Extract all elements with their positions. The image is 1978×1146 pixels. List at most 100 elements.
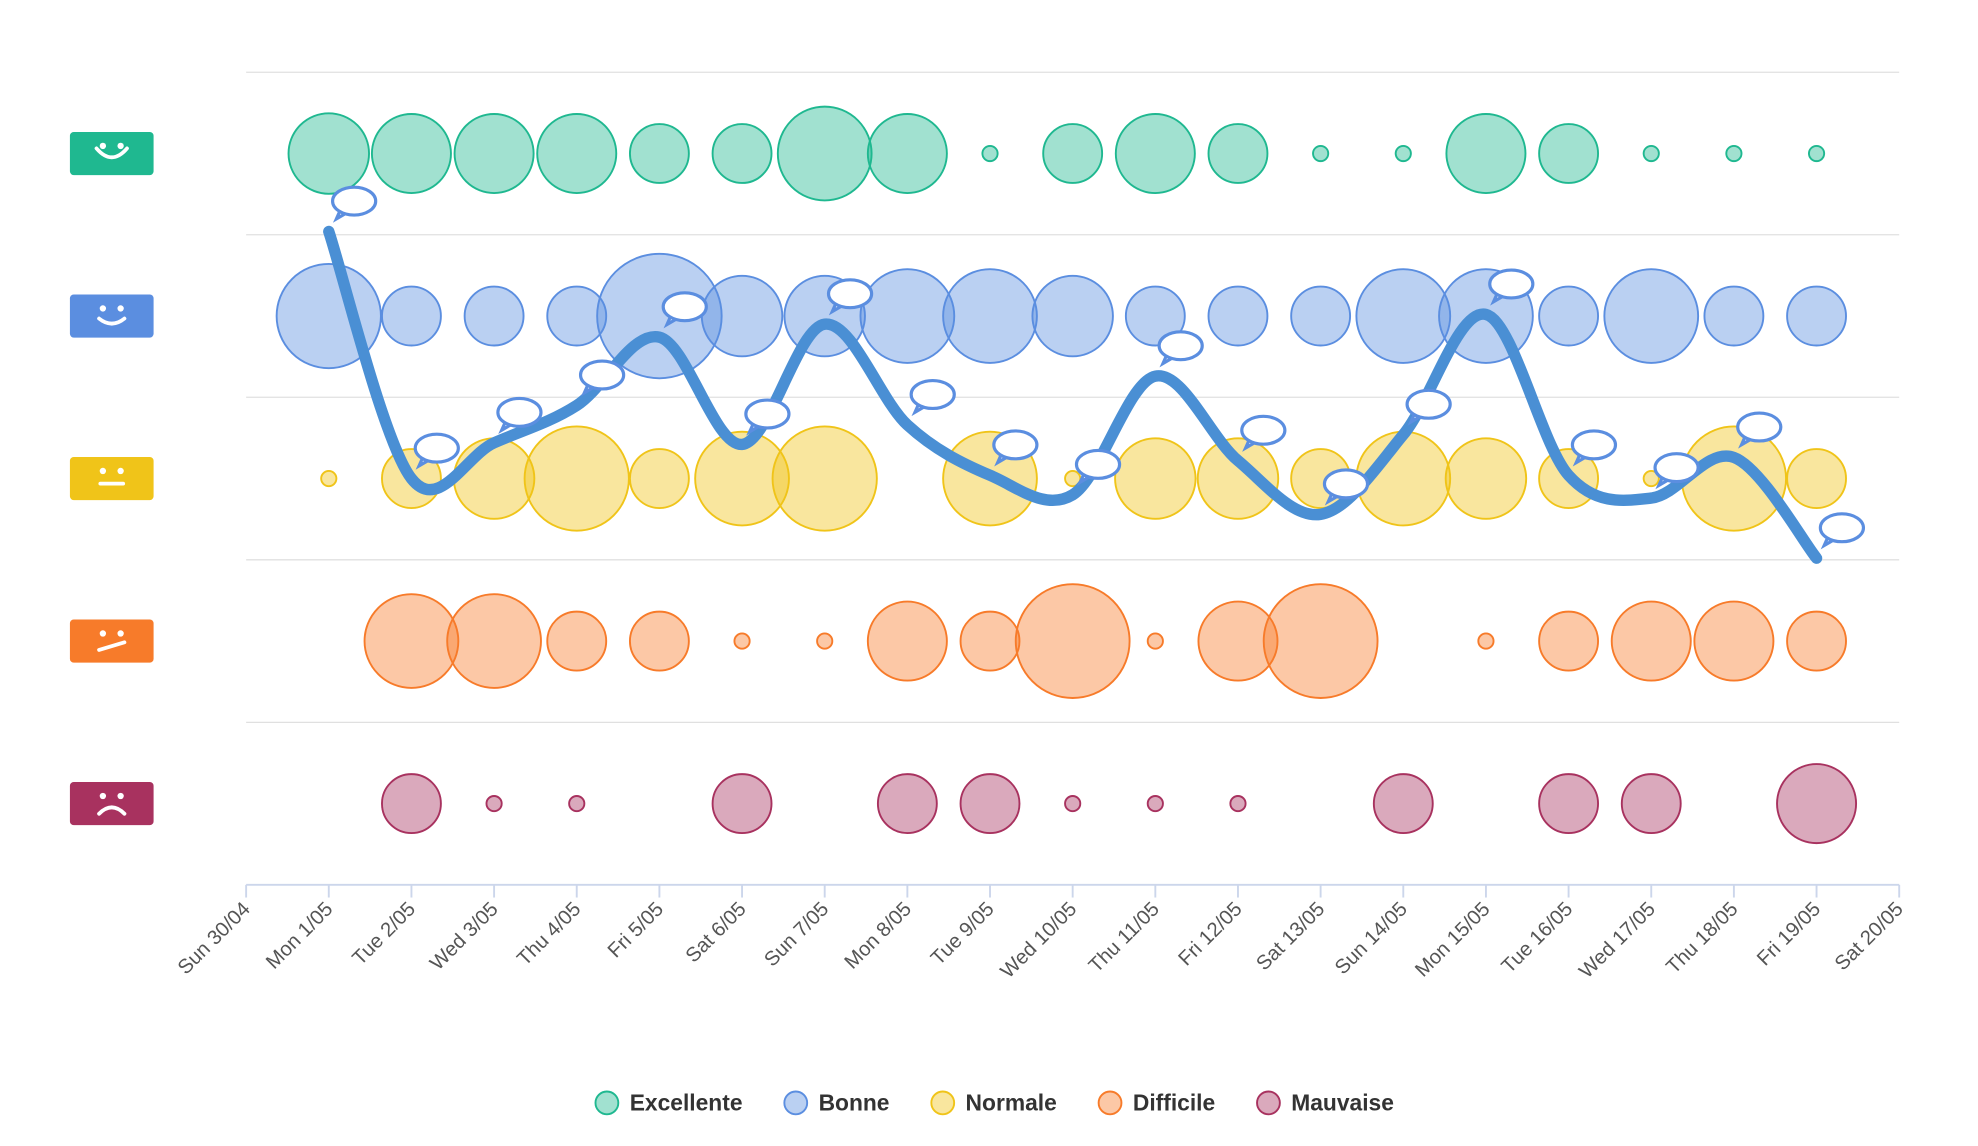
- bubble: [1620, 773, 1682, 835]
- comment-bubble: [1405, 388, 1452, 420]
- bubble: [959, 610, 1021, 672]
- x-tick-label: Sat 20/05: [1831, 898, 1908, 975]
- bubble: [1538, 610, 1600, 672]
- comment-icon: [413, 432, 460, 470]
- icon-box: [69, 294, 154, 338]
- bubble: [287, 112, 370, 195]
- row-icon: [69, 782, 154, 826]
- comment-icon: [1074, 448, 1122, 486]
- bubble: [1680, 425, 1787, 532]
- bubble: [700, 274, 784, 358]
- comment-bubble: [1157, 330, 1204, 362]
- bubble: [1355, 268, 1452, 364]
- icon-box: [69, 619, 154, 663]
- bubble: [320, 469, 338, 488]
- legend: Excellente Bonne Normale Difficile Mauvaise: [594, 1090, 1394, 1116]
- comment-icon: [826, 278, 874, 316]
- legend-symbol: [930, 1090, 956, 1116]
- comment-bubble: [496, 396, 543, 428]
- icon-eye: [117, 630, 124, 637]
- bubble: [711, 123, 773, 184]
- bubble: [568, 795, 586, 813]
- comment-icon: [496, 396, 543, 434]
- comment-bubble: [826, 278, 874, 310]
- bubble: [453, 113, 535, 194]
- bubble: [628, 448, 690, 509]
- comment-icon: [331, 185, 378, 223]
- comment-icon: [909, 378, 956, 417]
- bubble: [1146, 795, 1164, 813]
- legend-item: Difficile: [1097, 1090, 1215, 1116]
- bubble: [1114, 113, 1196, 194]
- bubble: [628, 123, 690, 184]
- x-tick-label: Tue 9/05: [927, 898, 999, 970]
- x-tick-label: Tue 2/05: [348, 898, 420, 970]
- bubble: [1610, 600, 1692, 682]
- bubble: [1642, 144, 1660, 163]
- legend-symbol: [1097, 1090, 1123, 1116]
- icon-mouth: [97, 805, 127, 816]
- bubble: [981, 144, 999, 163]
- bubble: [733, 632, 751, 650]
- x-tick-label: Thu 18/05: [1662, 898, 1742, 978]
- bubble: [1538, 773, 1600, 835]
- row-icon: [69, 619, 154, 663]
- icon-eye: [117, 467, 124, 475]
- bubble: [1642, 469, 1660, 488]
- comment-bubble: [578, 359, 626, 391]
- comment-bubble: [413, 432, 460, 464]
- comment-bubble: [1736, 411, 1783, 443]
- bubble: [1786, 448, 1847, 509]
- bubble: [1444, 437, 1528, 520]
- legend-symbol: [1256, 1090, 1281, 1116]
- bubble: [1786, 610, 1847, 672]
- bubble: [546, 285, 608, 347]
- x-tick-label: Wed 10/05: [997, 898, 1082, 983]
- bubble: [1042, 123, 1104, 184]
- comment-bubble: [331, 185, 378, 217]
- bubble: [523, 425, 630, 532]
- legend-item: Normale: [930, 1090, 1057, 1116]
- bubble: [1229, 795, 1247, 813]
- bubble: [1262, 583, 1379, 699]
- icon-eye: [117, 792, 124, 800]
- bubble: [1146, 632, 1164, 650]
- bubble: [1776, 763, 1858, 845]
- x-tick-label: Mon 1/05: [262, 898, 337, 973]
- x-tick-label: Thu 11/05: [1085, 898, 1164, 977]
- comment-icon: [1157, 330, 1204, 368]
- x-tick-label: Sun 7/05: [760, 898, 833, 971]
- comment-icon: [1405, 388, 1452, 426]
- comment-icon: [1653, 452, 1700, 490]
- bubble: [866, 113, 948, 194]
- comment-bubble: [1653, 452, 1700, 484]
- x-tick-label: Fri 12/05: [1174, 898, 1246, 970]
- comment-icon: [1570, 429, 1618, 467]
- icon-eye: [99, 630, 107, 637]
- x-tick-label: Mon 8/05: [841, 898, 916, 973]
- x-tick-label: Tue 16/05: [1498, 898, 1578, 978]
- comment-bubble: [909, 378, 956, 411]
- comment-icon: [1818, 512, 1866, 550]
- legend-label: Bonne: [819, 1090, 890, 1116]
- comment-bubble: [1818, 512, 1866, 544]
- comment-icon: [578, 359, 626, 397]
- bubble: [1124, 285, 1186, 347]
- bubble: [463, 285, 525, 347]
- bubble: [452, 437, 536, 520]
- comment-bubble: [744, 398, 791, 430]
- legend-item: Mauvaise: [1256, 1090, 1394, 1116]
- bubble: [1725, 144, 1743, 163]
- x-tick-label: Mon 15/05: [1411, 898, 1494, 981]
- comment-bubble: [1074, 448, 1122, 480]
- bubble: [1312, 144, 1330, 163]
- bubble: [1372, 773, 1434, 835]
- bubble: [1786, 285, 1847, 347]
- comment-bubble: [1322, 468, 1370, 500]
- bubble: [1031, 274, 1114, 358]
- bubble: [1703, 285, 1765, 347]
- bubble: [1196, 437, 1280, 520]
- icon-mouth: [97, 640, 127, 652]
- x-tick-label: Fri 5/05: [604, 898, 668, 962]
